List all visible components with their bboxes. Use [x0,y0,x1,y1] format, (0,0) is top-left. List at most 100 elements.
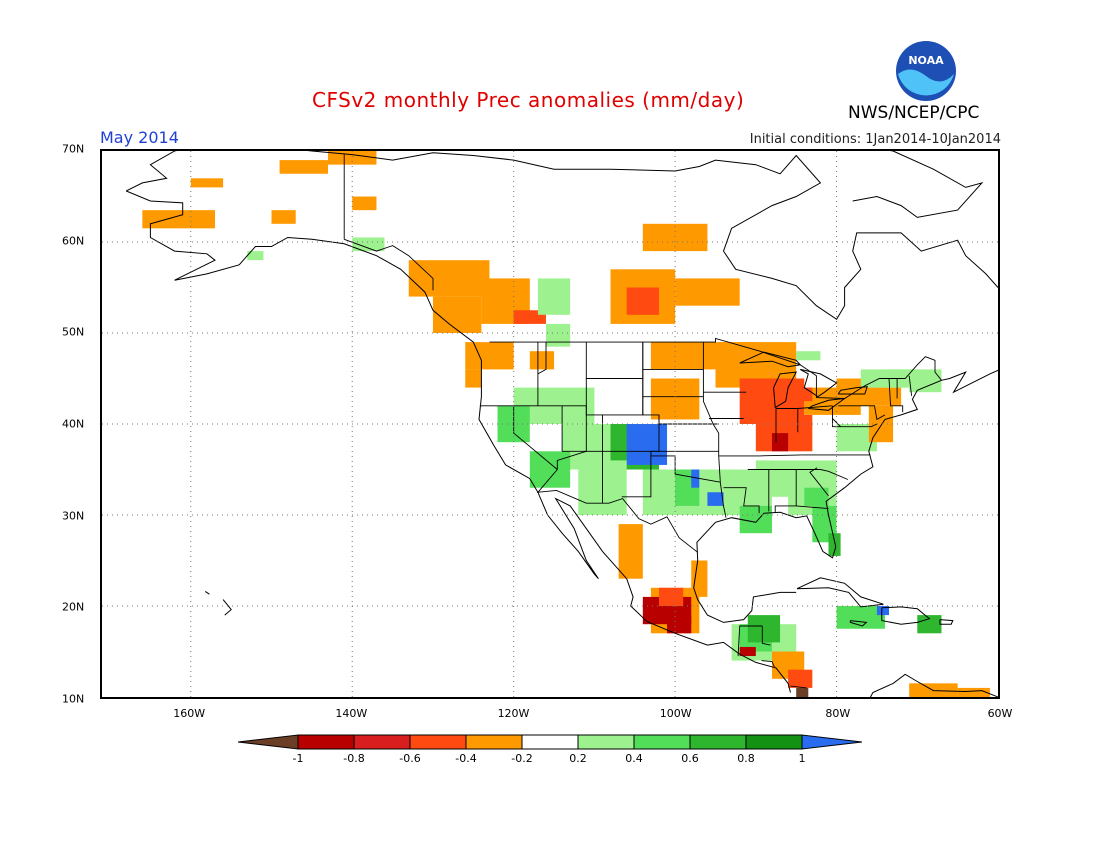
coastline [205,590,210,595]
coastline [125,151,998,321]
colorbar-tick-label: -1 [292,752,304,765]
coastline [881,606,931,625]
coastline [799,368,838,398]
anomaly-cell [739,646,756,657]
border-line [908,375,913,396]
coastline [869,673,998,697]
colorbar-segment [353,734,411,750]
longitude-label: 80W [825,707,851,720]
border-line [702,342,727,518]
latitude-label: 60N [62,234,85,248]
border-line [761,660,775,668]
anomaly-cell [190,178,224,188]
month-label: May 2014 [100,128,179,147]
border-line [621,414,660,498]
anomaly-cell [804,487,829,506]
colorbar-tick-label: 0.4 [625,752,643,765]
anomaly-cell [642,223,708,252]
anomaly-cell [529,351,555,370]
noaa-logo: NOAA [895,40,957,102]
coastline [849,620,868,627]
border-line [344,238,434,291]
anomaly-cell [796,687,809,697]
anomaly-cell [650,378,700,420]
anomaly-map [102,151,998,697]
anomaly-cell [432,296,482,333]
anomaly-cell [537,278,571,315]
anomaly-cell [658,587,684,606]
border-line [537,342,547,375]
anomaly-cell [739,505,772,534]
colorbar-tick-label: -0.4 [455,752,477,765]
latitude-label: 50N [62,325,85,339]
anomaly-cell [667,615,692,634]
anomaly-cell [836,606,885,629]
anomaly-cell [545,323,571,347]
anomaly-cell [465,342,514,370]
anomaly-cell [788,669,813,688]
colorbar-segment [521,734,579,750]
colorbar-segment [577,734,635,750]
coastlines [125,151,998,697]
longitude-label: 160W [173,707,206,720]
border-line [585,378,644,416]
colorbar-tick-label: -0.2 [511,752,533,765]
latitude-label: 30N [62,509,85,523]
colorbar-segment [689,734,747,750]
border-line [650,455,721,483]
anomaly-cell [279,160,329,174]
anomaly-cell [328,151,377,165]
coastline [222,599,232,616]
anomaly-cell [675,278,740,306]
border-line [774,469,797,513]
longitude-label: 140W [335,707,368,720]
coastline [852,151,984,218]
border-line [755,469,849,480]
anomaly-cell [626,424,668,465]
anomaly-cell [352,237,385,252]
border-line [809,467,829,497]
border-line [537,489,698,553]
longitude-label: 120W [497,707,530,720]
latitude-label: 40N [62,417,85,431]
anomaly-cell [271,210,296,224]
colorbar-tick-label: -0.6 [399,752,421,765]
initial-conditions-label: Initial conditions: 1Jan2014-10Jan2014 [749,132,1001,147]
colorbar-low-arrow [238,734,299,750]
anomaly-cell [852,387,902,406]
latitude-label: 10N [62,692,85,706]
border-line [832,405,878,428]
border-line [585,342,644,379]
gridlines [102,151,998,697]
border-line [761,626,771,646]
anomaly-cell [618,524,643,579]
longitude-label: 60W [987,707,1013,720]
anomaly-cell [529,451,571,488]
border-line [759,454,802,457]
coastline [126,190,791,693]
svg-text:NOAA: NOAA [908,54,944,67]
colorbar-tick-label: 0.2 [569,752,587,765]
anomaly-cell [408,260,490,297]
anomaly-cell [828,533,841,556]
colorbar-tick-label: 1 [798,752,806,765]
anomaly-cell [352,196,377,211]
colorbar-segment [409,734,467,750]
anomaly-cell [707,492,724,506]
anomaly-cell [796,351,821,361]
border-line [723,487,760,514]
political-borders [343,154,942,689]
anomaly-cell [957,687,990,697]
anomaly-cell [247,251,264,261]
anomaly-cell [626,287,659,315]
colorbar [238,734,862,750]
colorbar-high-arrow [801,734,862,750]
colorbar-segment [633,734,691,750]
colorbar-tick-label: 0.8 [737,752,755,765]
coastline [808,397,847,411]
colorbar-segment [745,734,803,750]
colorbar-segment [297,734,355,750]
anomaly-cell [465,369,482,388]
agency-label: NWS/NCEP/CPC [848,103,980,123]
anomaly-cell [876,606,890,616]
